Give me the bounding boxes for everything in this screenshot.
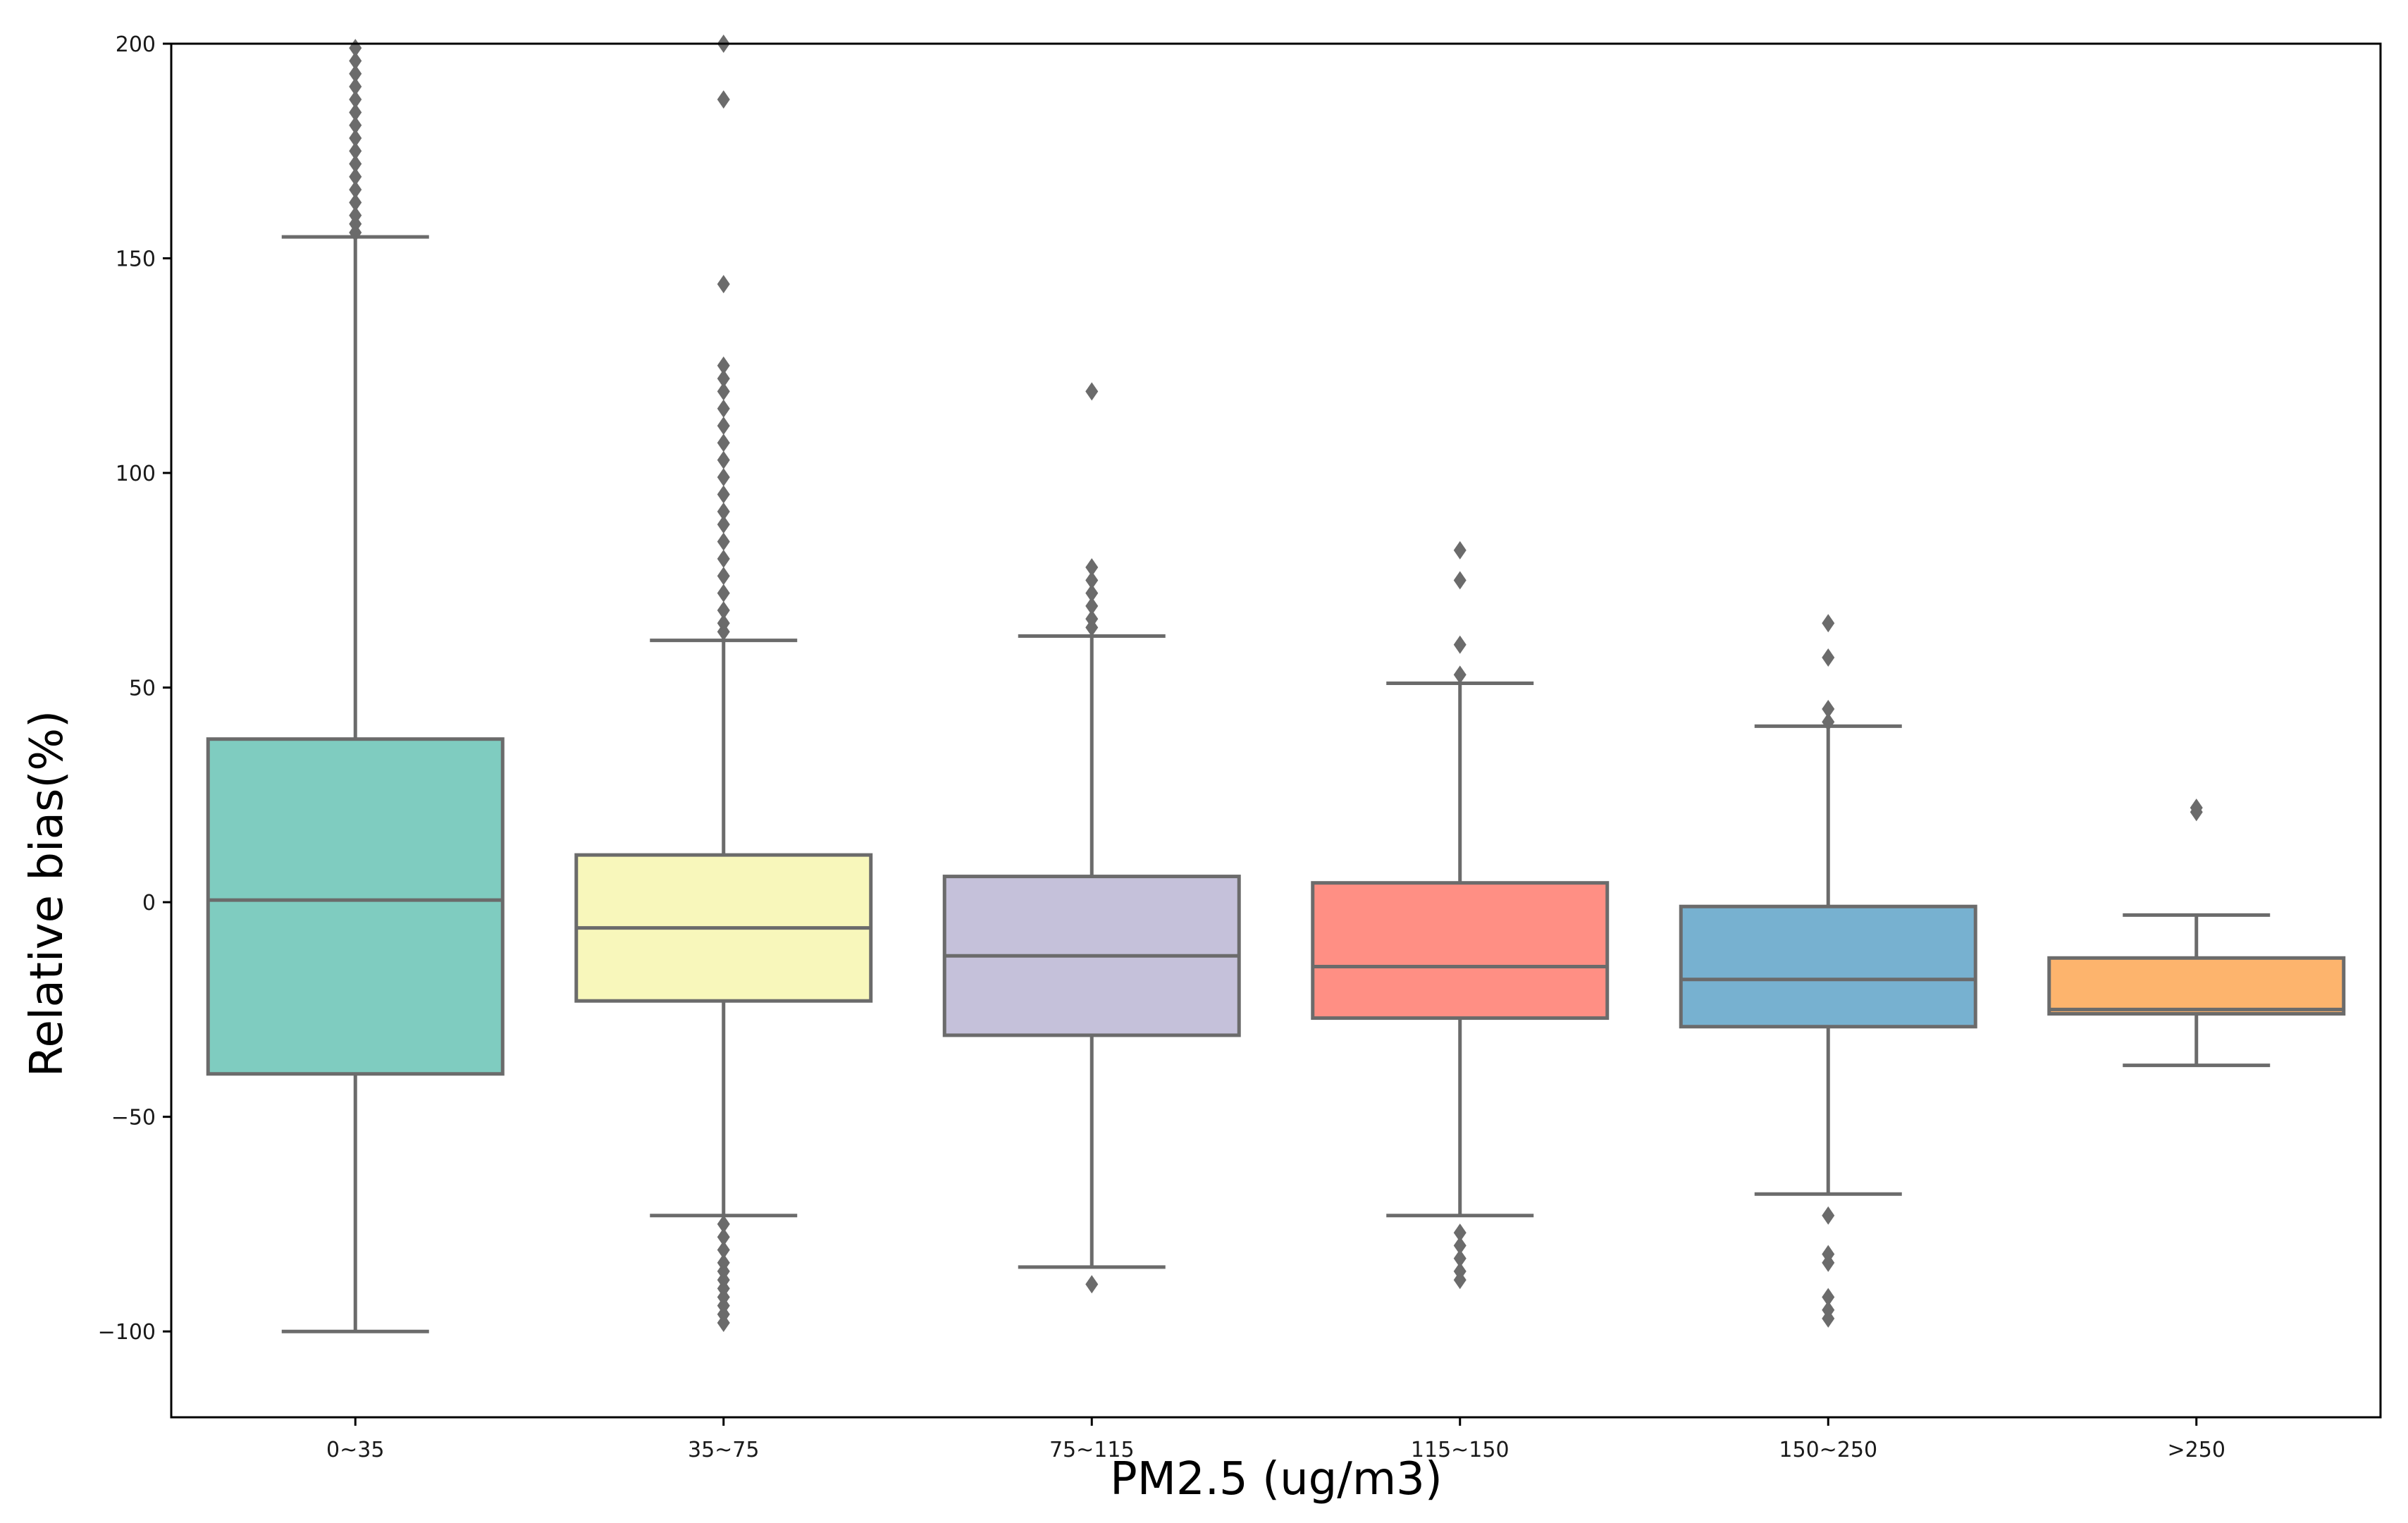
outlier-point — [1453, 1236, 1467, 1255]
outlier-point — [717, 1314, 730, 1333]
outlier-point — [717, 502, 730, 521]
outlier-point — [717, 515, 730, 534]
outlier-point — [349, 116, 362, 135]
outlier-point — [1453, 541, 1467, 560]
outlier-point — [1822, 713, 1835, 732]
outlier-point — [717, 532, 730, 551]
outlier-point — [717, 90, 730, 109]
y-tick-label: 0 — [142, 891, 156, 915]
outlier-point — [717, 485, 730, 504]
outlier-point — [1822, 614, 1835, 633]
outlier-point — [717, 584, 730, 603]
box-6 — [2047, 799, 2346, 1068]
outlier-point — [1822, 700, 1835, 719]
outlier-point — [717, 1240, 730, 1259]
outlier-point — [717, 450, 730, 469]
outlier-point — [717, 382, 730, 401]
outlier-point — [717, 1228, 730, 1247]
box-2 — [574, 35, 873, 1333]
x-tick-label: >250 — [2168, 1438, 2225, 1462]
box-1 — [206, 39, 505, 1333]
plot-frame — [170, 42, 2382, 1419]
x-tick-label: 115~150 — [1411, 1438, 1509, 1462]
iqr-box — [206, 737, 505, 1076]
outlier-point — [349, 103, 362, 122]
y-tick-label: 50 — [129, 677, 156, 701]
outlier-point — [349, 77, 362, 96]
outlier-point — [717, 614, 730, 633]
outlier-point — [717, 567, 730, 586]
outlier-point — [349, 39, 362, 58]
outlier-point — [349, 154, 362, 173]
outlier-point — [1085, 610, 1099, 629]
y-axis: −100 −50 0 50 100 150 200 — [98, 32, 171, 1345]
outlier-point — [349, 64, 362, 83]
y-axis-title: Relative bias(%) — [21, 710, 73, 1077]
x-tick-label: 0~35 — [326, 1438, 384, 1462]
outlier-point — [1453, 1223, 1467, 1243]
outlier-point — [717, 356, 730, 375]
outlier-point — [1822, 1309, 1835, 1328]
outlier-point — [349, 206, 362, 225]
iqr-box — [2047, 956, 2346, 1016]
x-tick-label: 150~250 — [1779, 1438, 1877, 1462]
y-tick-label: 200 — [116, 32, 156, 57]
outlier-point — [1822, 1288, 1835, 1307]
x-axis-title: PM2.5 (ug/m3) — [1110, 1453, 1443, 1505]
outlier-point — [349, 142, 362, 161]
plot-area — [170, 35, 2382, 1419]
x-axis: 0~35 35~75 75~115 115~150 150~250 >250 — [326, 1417, 2225, 1462]
outlier-point — [1453, 665, 1467, 684]
outlier-point — [1822, 1253, 1835, 1272]
outlier-point — [1822, 1206, 1835, 1225]
outlier-point — [1085, 558, 1099, 577]
x-tick-label: 75~115 — [1049, 1438, 1135, 1462]
outlier-point — [717, 433, 730, 452]
outlier-point — [349, 51, 362, 70]
outlier-point — [717, 1214, 730, 1233]
y-tick-label: 100 — [116, 462, 156, 486]
outlier-point — [349, 128, 362, 147]
y-tick-label: −100 — [98, 1320, 156, 1345]
box-5 — [1679, 614, 1977, 1328]
iqr-box — [1679, 904, 1977, 1029]
y-tick-label: −50 — [111, 1106, 156, 1130]
outlier-point — [349, 180, 362, 199]
outlier-point — [1085, 1275, 1099, 1294]
outlier-point — [1453, 1249, 1467, 1268]
outlier-point — [1822, 648, 1835, 667]
box-3 — [942, 382, 1241, 1294]
outlier-point — [1085, 596, 1099, 615]
outlier-point — [349, 193, 362, 212]
outlier-point — [349, 167, 362, 186]
box-4 — [1311, 541, 1610, 1290]
outlier-point — [717, 399, 730, 418]
outlier-point — [717, 417, 730, 436]
outlier-point — [1453, 1271, 1467, 1290]
x-tick-label: 35~75 — [688, 1438, 759, 1462]
outlier-point — [717, 549, 730, 568]
y-tick-label: 150 — [116, 247, 156, 272]
outlier-point — [717, 468, 730, 487]
iqr-box — [1311, 881, 1610, 1021]
outlier-point — [1085, 571, 1099, 590]
outlier-point — [1085, 584, 1099, 603]
outlier-point — [2190, 799, 2203, 818]
outlier-point — [349, 90, 362, 109]
outlier-point — [717, 600, 730, 619]
outlier-point — [717, 369, 730, 388]
outlier-point — [1453, 571, 1467, 590]
outlier-point — [1453, 635, 1467, 654]
outlier-point — [717, 275, 730, 294]
outlier-point — [1085, 382, 1099, 401]
